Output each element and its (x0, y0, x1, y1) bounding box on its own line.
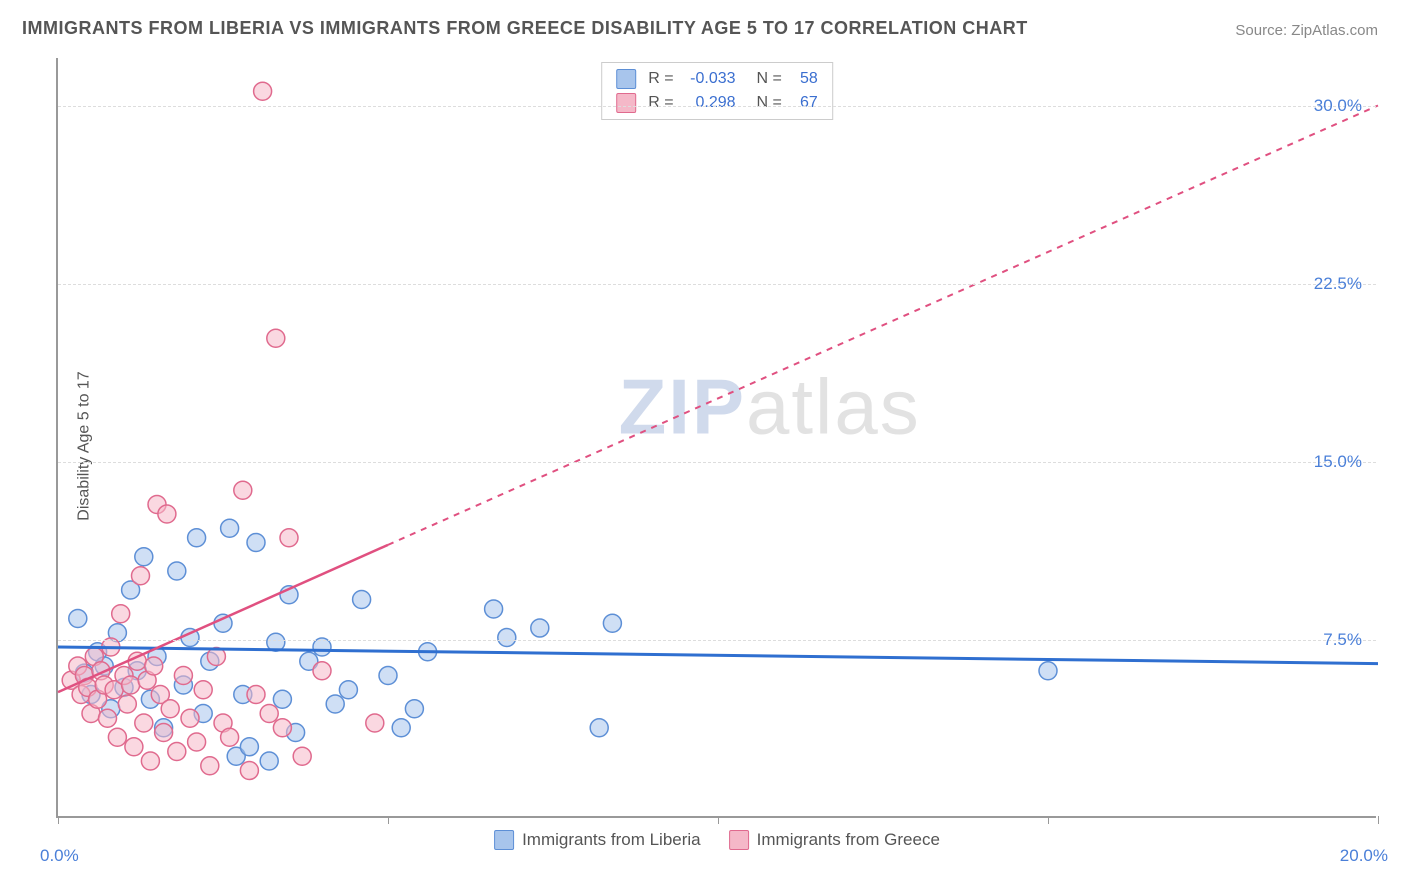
data-point (181, 709, 199, 727)
swatch-liberia-icon (494, 830, 514, 850)
x-tick (58, 816, 59, 824)
data-point (267, 329, 285, 347)
data-point (122, 676, 140, 694)
data-point (405, 700, 423, 718)
data-point (240, 762, 258, 780)
x-tick-max: 20.0% (1340, 846, 1388, 866)
data-point (132, 567, 150, 585)
swatch-greece-icon (729, 830, 749, 850)
data-point (118, 695, 136, 713)
data-point (135, 714, 153, 732)
data-point (69, 610, 87, 628)
data-point (125, 738, 143, 756)
data-point (392, 719, 410, 737)
y-tick-label: 7.5% (1323, 630, 1362, 650)
data-point (99, 709, 117, 727)
x-tick (718, 816, 719, 824)
chart-title: IMMIGRANTS FROM LIBERIA VS IMMIGRANTS FR… (22, 18, 1028, 39)
data-point (273, 690, 291, 708)
legend-item-liberia: Immigrants from Liberia (494, 830, 701, 850)
data-point (339, 681, 357, 699)
data-point (188, 529, 206, 547)
regression-line (58, 545, 388, 692)
legend-label-liberia: Immigrants from Liberia (522, 830, 701, 850)
data-point (379, 667, 397, 685)
y-tick-label: 15.0% (1314, 452, 1362, 472)
data-point (260, 705, 278, 723)
gridline (58, 106, 1376, 107)
data-point (145, 657, 163, 675)
data-point (531, 619, 549, 637)
y-tick-label: 30.0% (1314, 96, 1362, 116)
data-point (260, 752, 278, 770)
data-point (168, 562, 186, 580)
data-point (221, 519, 239, 537)
gridline (58, 462, 1376, 463)
data-point (1039, 662, 1057, 680)
data-point (234, 481, 252, 499)
data-point (247, 686, 265, 704)
data-point (201, 757, 219, 775)
data-point (273, 719, 291, 737)
x-tick (1378, 816, 1379, 824)
data-point (485, 600, 503, 618)
data-point (161, 700, 179, 718)
plot-svg (58, 58, 1376, 816)
data-point (112, 605, 130, 623)
gridline (58, 640, 1376, 641)
data-point (158, 505, 176, 523)
plot-area: ZIPatlas R = -0.033 N = 58 R = 0.298 N =… (56, 58, 1376, 818)
source-prefix: Source: (1235, 22, 1291, 39)
regression-line (58, 647, 1378, 664)
data-point (498, 629, 516, 647)
data-point (155, 724, 173, 742)
data-point (280, 529, 298, 547)
x-tick (1048, 816, 1049, 824)
data-point (194, 681, 212, 699)
data-point (293, 747, 311, 765)
source-attribution: Source: ZipAtlas.com (1235, 22, 1378, 39)
data-point (590, 719, 608, 737)
data-point (188, 733, 206, 751)
data-point (108, 728, 126, 746)
gridline (58, 284, 1376, 285)
data-point (174, 667, 192, 685)
y-tick-label: 22.5% (1314, 274, 1362, 294)
x-tick-min: 0.0% (40, 846, 79, 866)
data-point (366, 714, 384, 732)
data-point (240, 738, 258, 756)
data-point (141, 752, 159, 770)
series-legend: Immigrants from Liberia Immigrants from … (494, 830, 940, 850)
data-point (168, 743, 186, 761)
data-point (247, 534, 265, 552)
x-tick (388, 816, 389, 824)
data-point (603, 614, 621, 632)
data-point (326, 695, 344, 713)
legend-item-greece: Immigrants from Greece (729, 830, 940, 850)
data-point (313, 662, 331, 680)
regression-line-ext (388, 106, 1378, 545)
data-point (254, 82, 272, 100)
data-point (221, 728, 239, 746)
data-point (353, 591, 371, 609)
data-point (135, 548, 153, 566)
legend-label-greece: Immigrants from Greece (757, 830, 940, 850)
source-link[interactable]: ZipAtlas.com (1291, 22, 1378, 39)
